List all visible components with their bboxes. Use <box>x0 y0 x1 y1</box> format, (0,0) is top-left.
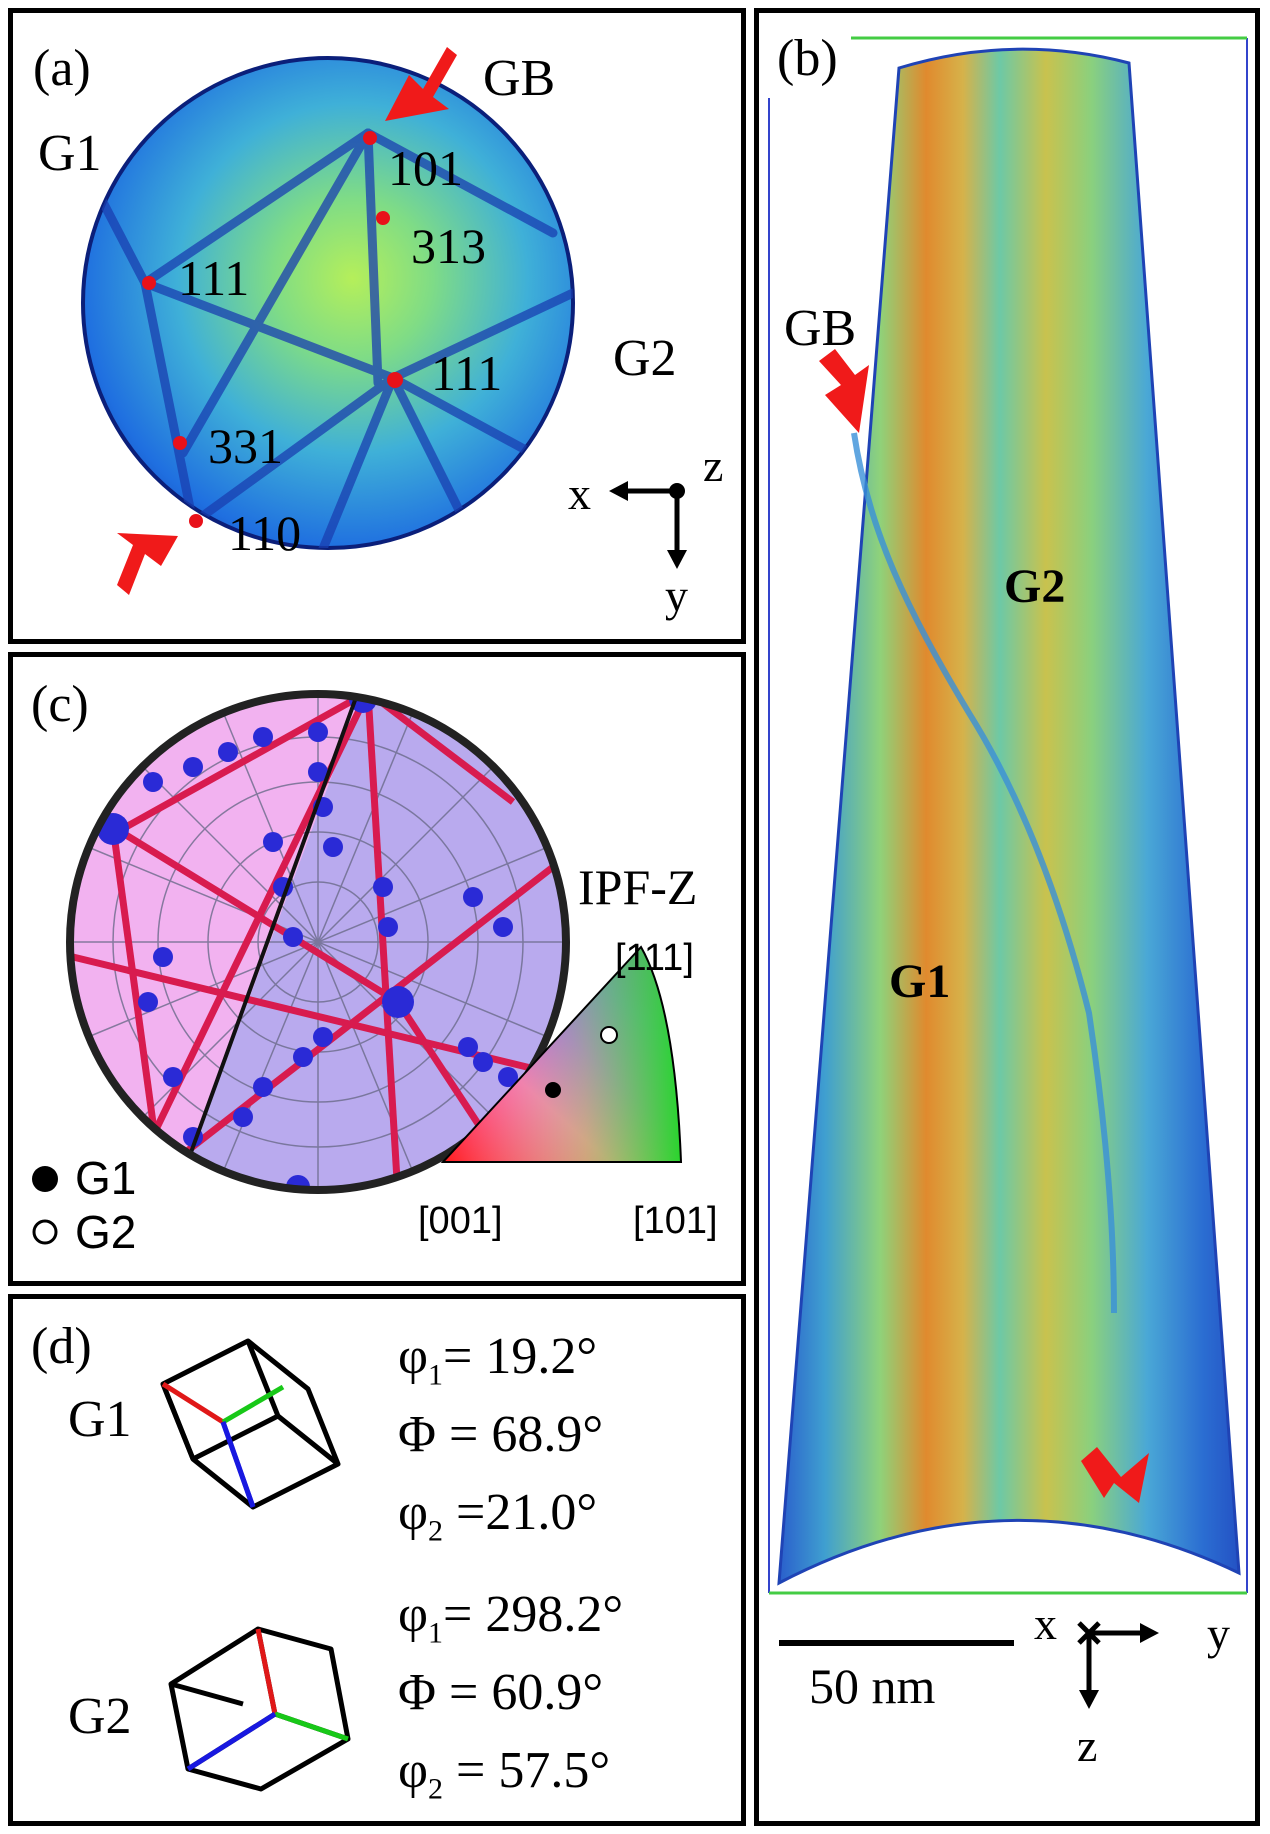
g1-phi2: φ2 =21.0° <box>398 1484 598 1548</box>
pole-label-331: 331 <box>208 418 283 474</box>
gb-arrow-bottom-b <box>1081 1447 1149 1503</box>
g2-Phi: Φ = 60.9° <box>398 1664 604 1721</box>
atom-probe-tip <box>777 47 1241 1586</box>
axis-label-x-a: x <box>568 468 591 519</box>
grain-label-g2-a: G2 <box>613 330 677 387</box>
g1-phi1: φ1= 19.2° <box>398 1328 598 1392</box>
g1-orientation-marker <box>545 1082 561 1098</box>
panel-label-a: (a) <box>33 40 91 97</box>
axes-triad-b <box>1077 1621 1159 1709</box>
panel-c: (c) IPF-Z [111] [001] [101] G1 G2 <box>8 652 746 1286</box>
panel-label-c: (c) <box>31 676 89 733</box>
panel-label-d: (d) <box>31 1318 92 1375</box>
legend-label-g2: G2 <box>75 1206 137 1258</box>
ipf-label-111: [111] <box>615 937 694 979</box>
kikuchi-bands <box>88 128 573 548</box>
grain-label-g2-b: G2 <box>1004 560 1066 613</box>
cube-g2 <box>168 1626 351 1792</box>
grain-boundary-trace <box>851 432 1117 1314</box>
pole-label-111-g2: 111 <box>431 345 503 401</box>
legend-open-circle-icon <box>32 1219 58 1245</box>
grain-label-g1-b: G1 <box>889 955 951 1008</box>
legend-label-g1: G1 <box>75 1152 137 1204</box>
gb-arrow-top-b <box>819 349 869 433</box>
grain-label-g1-a: G1 <box>38 125 102 182</box>
pole-label-101: 101 <box>388 140 463 196</box>
gb-label-b: GB <box>784 300 857 357</box>
panel-label-b: (b) <box>777 30 838 87</box>
axes-triad-a <box>609 481 687 569</box>
pole-label-111-g1: 111 <box>178 250 250 306</box>
apt-reconstruction-figure <box>768 36 1248 1709</box>
pole-label-110: 110 <box>228 505 302 561</box>
g2-orientation-marker <box>600 1026 618 1044</box>
axis-label-x-b: x <box>1034 1598 1057 1649</box>
panel-a: (a) GB G1 G2 101 313 111 111 331 110 x z… <box>8 8 746 644</box>
pole-label-313: 313 <box>411 218 486 274</box>
kikuchi-pattern-figure <box>81 47 687 595</box>
g2-phi2: φ2 = 57.5° <box>398 1742 611 1806</box>
g1-Phi: Φ = 68.9° <box>398 1406 604 1463</box>
cube-label-g1: G1 <box>68 1391 132 1448</box>
axis-label-y-b: y <box>1207 1608 1230 1659</box>
gb-label-a: GB <box>483 50 556 107</box>
scale-bar-label: 50 nm <box>809 1658 936 1714</box>
gb-arrow-top <box>385 47 457 121</box>
grain-boundary-line <box>171 694 360 1190</box>
ipf-label-001: [001] <box>418 1200 503 1242</box>
unit-cell-figure <box>160 1338 351 1792</box>
gb-arrows <box>117 47 457 595</box>
axis-label-z-a: z <box>703 440 724 491</box>
cube-g1 <box>160 1338 341 1510</box>
pole-figure-figure <box>32 690 683 1245</box>
pole-figure-regions <box>70 694 566 1190</box>
gb-arrow-bottom <box>117 533 178 595</box>
cube-label-g2: G2 <box>68 1688 132 1745</box>
axis-label-z-b: z <box>1077 1720 1098 1771</box>
panel-d: (d) G1 G2 φ1= 19.2° Φ = 68.9° φ2 =21.0° … <box>8 1294 746 1826</box>
ipf-z-label: IPF-Z <box>578 859 698 915</box>
panel-b: (b) GB G2 G1 50 nm x y z <box>754 8 1260 1826</box>
pole-figure-circle <box>66 690 570 1194</box>
ipf-label-101: [101] <box>633 1200 718 1242</box>
legend-filled-circle-icon <box>32 1166 58 1192</box>
g2-phi1: φ1= 298.2° <box>398 1586 624 1650</box>
ipf-triangle <box>440 945 683 1163</box>
pole-dots <box>142 131 403 528</box>
diffraction-disk <box>81 56 575 550</box>
axis-label-y-a: y <box>665 570 688 621</box>
